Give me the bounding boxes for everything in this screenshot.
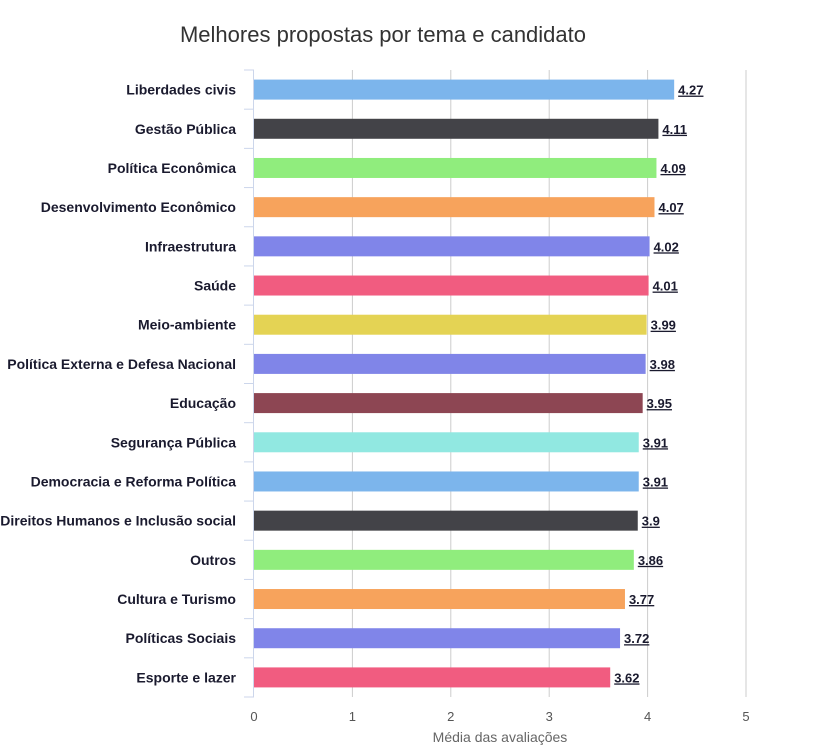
bar — [254, 353, 646, 374]
value-label: 4.07 — [658, 200, 683, 215]
category-labels: Liberdades civis Gestão Pública Política E… — [0, 82, 236, 686]
bar — [254, 197, 655, 218]
bar — [254, 432, 639, 453]
value-label: 3.62 — [614, 670, 639, 685]
bar — [254, 510, 638, 531]
x-tick-label: 2 — [447, 709, 454, 724]
value-label: 3.9 — [642, 514, 660, 529]
category-label: Liberdades civis — [126, 82, 236, 98]
bar — [254, 393, 643, 414]
bar — [254, 118, 659, 139]
category-label: Desenvolvimento Econômico — [41, 199, 236, 215]
value-label: 3.91 — [643, 474, 668, 489]
bars — [254, 79, 675, 688]
chart-title: Melhores propostas por tema e candidato — [179, 22, 586, 47]
category-label: Política Econômica — [108, 160, 237, 176]
category-label: Direitos Humanos e Inclusão social — [0, 513, 236, 529]
value-label: 4.02 — [654, 239, 679, 254]
value-label: 3.91 — [643, 435, 668, 450]
bar — [254, 667, 611, 688]
category-label: Segurança Pública — [111, 434, 236, 450]
bar — [254, 628, 621, 649]
bar — [254, 589, 625, 610]
bar — [254, 79, 675, 100]
bar — [254, 275, 649, 296]
bar — [254, 157, 657, 178]
bar — [254, 549, 634, 570]
category-label: Democracia e Reforma Política — [31, 473, 237, 489]
value-label: 4.27 — [678, 83, 703, 98]
y-axis — [244, 69, 254, 698]
x-tick-label: 4 — [644, 709, 651, 724]
value-label: 3.86 — [638, 553, 663, 568]
value-label: 3.72 — [624, 631, 649, 646]
x-tick-label: 3 — [546, 709, 553, 724]
bar — [254, 471, 639, 492]
x-tick-label: 1 — [349, 709, 356, 724]
category-label: Política Externa e Defesa Nacional — [7, 356, 236, 372]
value-label: 3.95 — [647, 396, 672, 411]
value-label: 4.11 — [662, 122, 687, 137]
x-tick-label: 0 — [250, 709, 257, 724]
bar — [254, 236, 650, 257]
category-label: Esporte e lazer — [136, 669, 236, 685]
bar — [254, 314, 647, 335]
category-label: Infraestrutura — [145, 238, 236, 254]
category-label: Gestão Pública — [135, 121, 236, 137]
value-labels: 4.27 4.11 4.09 4.07 4.02 4.01 3.99 3.98 3.95 3.91… — [614, 83, 703, 686]
category-label: Saúde — [194, 278, 236, 294]
x-axis-ticks: 0 1 2 3 4 5 — [250, 709, 749, 724]
category-label: Educação — [170, 395, 236, 411]
value-label: 4.01 — [653, 279, 678, 294]
value-label: 3.98 — [650, 357, 675, 372]
x-axis-title: Média das avaliações — [433, 729, 568, 745]
value-label: 4.09 — [660, 161, 685, 176]
x-tick-label: 5 — [742, 709, 749, 724]
category-label: Cultura e Turismo — [117, 591, 236, 607]
category-label: Políticas Sociais — [126, 630, 237, 646]
value-label: 3.77 — [629, 592, 654, 607]
category-label: Outros — [190, 552, 236, 568]
category-label: Meio-ambiente — [138, 317, 236, 333]
value-label: 3.99 — [651, 318, 676, 333]
